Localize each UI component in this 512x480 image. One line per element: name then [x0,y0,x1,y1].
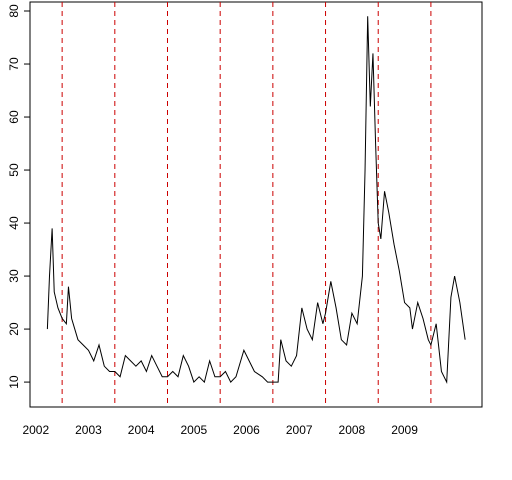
y-tick-label: 50 [7,163,21,177]
y-tick-label: 40 [7,216,21,230]
x-tick-label: 2005 [180,423,207,437]
x-tick-label: 2006 [233,423,260,437]
y-tick-label: 80 [7,4,21,18]
x-tick-label: 2007 [286,423,313,437]
y-tick-label: 30 [7,269,21,283]
y-tick-label: 10 [7,375,21,389]
x-tick-label: 2009 [391,423,418,437]
y-tick-label: 60 [7,110,21,124]
x-tick-label: 2002 [22,423,49,437]
y-tick-label: 20 [7,322,21,336]
plot-frame [29,1,483,408]
y-tick-label: 70 [7,57,21,71]
x-tick-label: 2008 [339,423,366,437]
x-tick-label: 2003 [75,423,102,437]
x-tick-label: 2004 [128,423,155,437]
series-line [46,16,466,385]
